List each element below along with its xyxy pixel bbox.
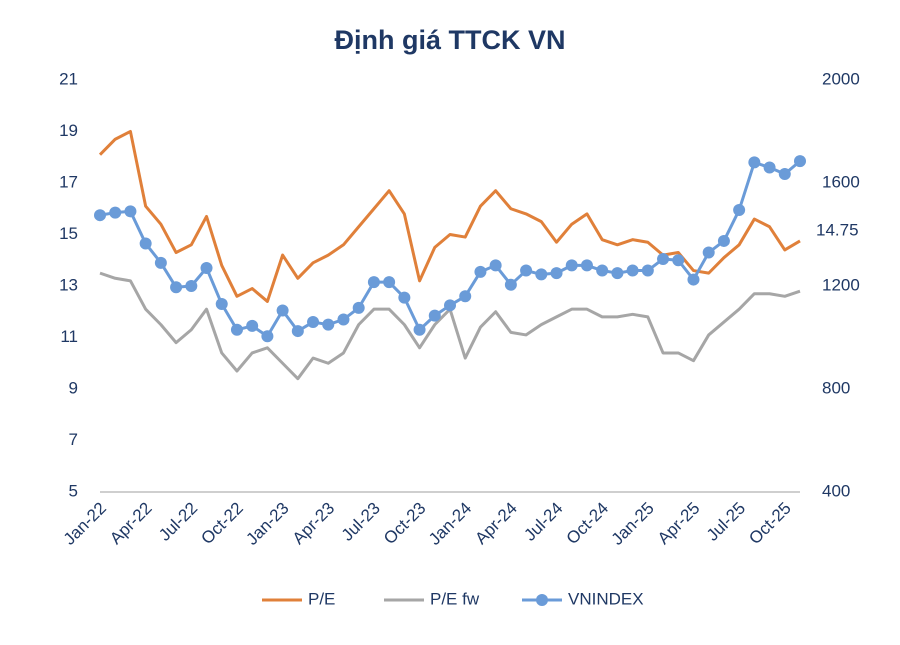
series-marker	[626, 264, 639, 277]
series-marker	[154, 256, 167, 269]
series-marker	[794, 155, 806, 168]
series-marker	[185, 280, 198, 292]
x-tick-label: Apr-22	[106, 499, 156, 549]
series-marker	[215, 298, 228, 311]
x-tick-label: Jan-23	[242, 499, 292, 549]
y2-tick-label: 800	[822, 378, 850, 397]
x-tick-label: Jul-25	[703, 499, 749, 545]
series-marker	[428, 309, 441, 322]
series-marker	[717, 234, 730, 247]
x-tick-label: Jan-25	[608, 499, 658, 549]
y-tick-label: 15	[59, 224, 78, 243]
y2-tick-label: 1600	[822, 172, 860, 191]
series-marker	[535, 268, 548, 281]
y2-tick-label: 400	[822, 481, 850, 500]
series-marker	[200, 261, 213, 274]
series-marker	[261, 330, 274, 343]
y2-tick-label: 1200	[822, 275, 860, 294]
y-tick-label: 17	[59, 172, 78, 191]
series-marker	[657, 252, 670, 265]
series-marker	[687, 273, 700, 286]
x-tick-label: Apr-25	[654, 499, 704, 549]
x-tick-label: Jul-22	[155, 499, 201, 545]
series-marker	[352, 301, 365, 314]
annotation: 14.75	[816, 220, 859, 239]
y-tick-label: 7	[69, 430, 78, 449]
series-marker	[413, 323, 426, 336]
y-tick-label: 13	[59, 275, 78, 294]
y2-tick-label: 2000	[822, 69, 860, 88]
series-marker	[474, 265, 487, 278]
series-marker	[170, 281, 183, 294]
legend-label: P/E fw	[430, 589, 480, 608]
series-marker	[444, 299, 456, 312]
series-marker	[322, 318, 335, 331]
series-marker	[139, 237, 152, 250]
x-tick-label: Apr-24	[471, 499, 521, 549]
series-marker	[778, 167, 791, 180]
legend-label: P/E	[308, 589, 335, 608]
legend-label: VNINDEX	[568, 589, 644, 608]
x-tick-label: Jul-23	[338, 499, 384, 545]
series-marker	[246, 319, 259, 332]
series-marker	[702, 246, 715, 259]
x-tick-label: Jul-24	[520, 499, 566, 545]
series-marker	[596, 264, 609, 277]
series-marker	[276, 304, 289, 317]
series-marker	[307, 316, 320, 329]
series-marker	[504, 278, 517, 291]
x-tick-label: Oct-23	[380, 499, 430, 549]
series-marker	[94, 209, 106, 222]
series-marker	[230, 323, 243, 336]
series-marker	[748, 156, 761, 169]
series-marker	[763, 161, 776, 174]
series-marker	[641, 264, 654, 277]
y-tick-label: 21	[59, 69, 78, 88]
series-marker	[611, 267, 624, 280]
chart-title: Định giá TTCK VN	[335, 25, 566, 55]
series-marker	[580, 259, 593, 272]
series-marker	[565, 259, 578, 272]
x-tick-label: Jan-24	[425, 499, 475, 549]
series-marker	[672, 254, 685, 267]
x-tick-label: Oct-24	[563, 499, 613, 549]
series-line	[99, 271, 801, 381]
series-marker	[291, 325, 304, 338]
series-marker	[367, 276, 380, 289]
y-tick-label: 11	[60, 327, 78, 346]
series-marker	[337, 313, 350, 326]
y-tick-label: 5	[69, 481, 78, 500]
legend-marker	[536, 594, 548, 606]
x-tick-label: Jan-22	[60, 499, 110, 549]
series-marker	[520, 264, 533, 277]
series-marker	[550, 267, 563, 280]
series-marker	[489, 259, 502, 272]
series-marker	[109, 206, 122, 219]
series-marker	[383, 276, 396, 289]
y-tick-label: 19	[59, 121, 78, 140]
x-tick-label: Oct-25	[745, 499, 795, 549]
y-tick-label: 9	[69, 378, 78, 397]
x-tick-label: Apr-23	[289, 499, 339, 549]
x-tick-label: Oct-22	[197, 499, 247, 549]
series-marker	[398, 291, 411, 304]
series-marker	[733, 204, 746, 217]
series-marker	[459, 290, 472, 303]
series-marker	[124, 205, 137, 218]
